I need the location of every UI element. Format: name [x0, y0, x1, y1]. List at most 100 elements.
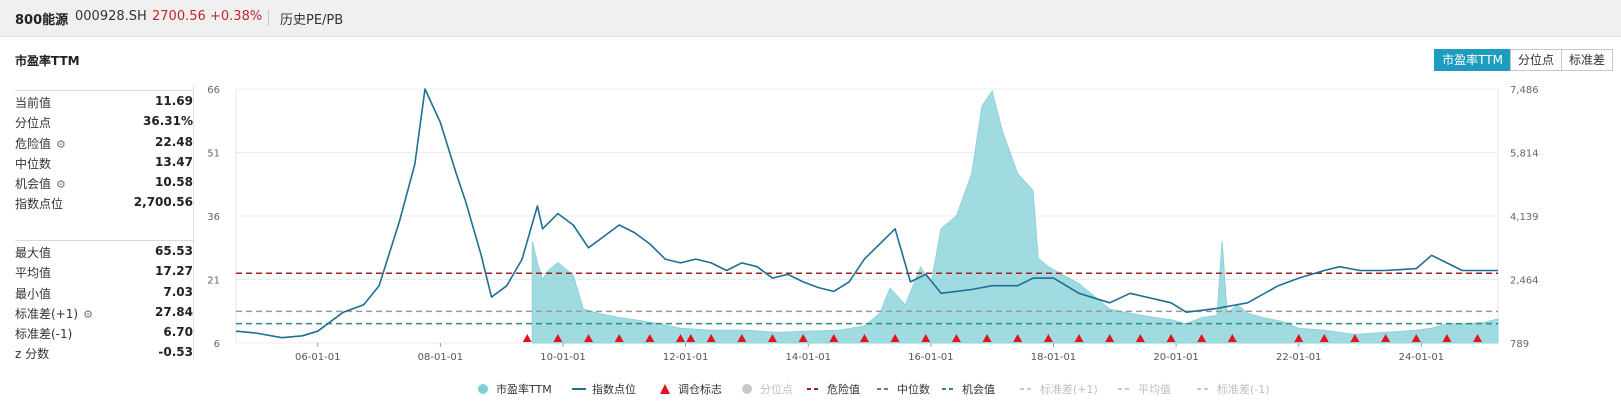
stat-value: -0.53: [158, 345, 193, 360]
legend-label: 指数点位: [592, 383, 636, 396]
rebalance-marker: [706, 334, 716, 342]
legend-item[interactable]: 机会值: [941, 381, 995, 397]
stats-secondary: 最大值 65.53 平均值 17.27 最小值 7.03 标准差(+1) ⚙ 27.84 标准差(…: [15, 240, 193, 363]
rebalance-marker: [676, 334, 686, 342]
legend-label: 机会值: [962, 383, 995, 396]
x-tick-label: 16-01-01: [908, 352, 953, 363]
rebalance-marker: [645, 334, 655, 342]
stat-row: 分位点 36.31%: [15, 111, 193, 131]
rebalance-marker: [829, 334, 839, 342]
y-right-tick-label: 4,139: [1510, 212, 1539, 223]
rebalance-marker: [1105, 334, 1115, 342]
stat-label: 标准差(-1): [15, 327, 73, 342]
index-code: 000928.SH: [75, 9, 147, 24]
rebalance-marker: [951, 334, 961, 342]
y-right-tick-label: 7,486: [1510, 85, 1539, 96]
x-tick-label: 10-01-01: [540, 352, 585, 363]
legend-item[interactable]: 指数点位: [571, 381, 636, 397]
rebalance-marker: [522, 334, 532, 342]
panel-title: 市盈率TTM: [15, 54, 80, 68]
y-left-tick-label: 6: [214, 339, 220, 350]
rebalance-marker: [1350, 334, 1360, 342]
legend-item[interactable]: 调仓标志: [657, 381, 722, 397]
legend-label: 调仓标志: [678, 383, 722, 396]
stat-row: 标准差(-1) 6.70: [15, 322, 193, 342]
y-left-tick-label: 21: [207, 276, 220, 287]
metric-toggle-group: 市盈率TTM 分位点 标准差: [1434, 49, 1613, 71]
rebalance-marker: [859, 334, 869, 342]
stat-value: 2,700.56: [133, 195, 193, 210]
legend-symbol-icon: [478, 384, 488, 394]
legend-item[interactable]: 标准差(+1): [1019, 381, 1098, 397]
x-tick-label: 22-01-01: [1276, 352, 1321, 363]
y-left-tick-label: 51: [207, 149, 220, 160]
index-line: [235, 88, 1498, 339]
stat-row: 最小值 7.03: [15, 282, 193, 302]
stat-row: 当前值 11.69: [15, 91, 193, 111]
legend-symbol-icon: [877, 388, 891, 390]
legend-item[interactable]: 标准差(-1): [1196, 381, 1270, 397]
rebalance-marker: [1227, 334, 1237, 342]
stat-row: 危险值 ⚙ 22.48: [15, 132, 193, 152]
legend-symbol-icon: [1118, 388, 1132, 390]
legend-symbol-icon: [572, 388, 586, 390]
rebalance-marker: [1294, 334, 1304, 342]
stat-value: 13.47: [155, 154, 193, 169]
tab-std-dev[interactable]: 标准差: [1560, 49, 1613, 71]
legend-label: 分位点: [760, 383, 793, 396]
stat-value: 27.84: [155, 304, 193, 319]
index-price: 2700.56: [152, 9, 206, 24]
legend-label: 标准差(-1): [1217, 383, 1270, 396]
pe-ttm-area: [531, 89, 1499, 344]
legend-item[interactable]: 中位数: [876, 381, 930, 397]
stat-row: 指数点位 2,700.56: [15, 192, 193, 212]
rebalance-marker: [1135, 334, 1145, 342]
gear-icon[interactable]: ⚙: [83, 307, 93, 321]
tab-pe-ttm[interactable]: 市盈率TTM: [1434, 49, 1511, 71]
stat-value: 65.53: [155, 244, 193, 258]
rebalance-marker: [553, 334, 563, 342]
stat-value: 7.03: [163, 284, 193, 299]
rebalance-marker: [1074, 334, 1084, 342]
rebalance-marker: [1013, 334, 1023, 342]
legend-symbol-icon: [807, 388, 821, 390]
stat-label: 中位数: [15, 156, 52, 171]
legend-symbol-icon: [1020, 388, 1034, 390]
stat-row: 中位数 13.47: [15, 152, 193, 172]
stat-row: 平均值 17.27: [15, 261, 193, 281]
stats-primary: 当前值 11.69 分位点 36.31% 危险值 ⚙ 22.48 中位数 13.47 机会值 ⚙ 10…: [15, 90, 193, 213]
y-right-tick-label: 5,814: [1510, 149, 1539, 160]
tab-percentile[interactable]: 分位点: [1509, 49, 1562, 71]
legend-label: 市盈率TTM: [496, 383, 552, 396]
pe-chart: 66 51 36 21 6 7,486 5,814 4,139 2,464 789 06-01-01…: [207, 85, 1539, 363]
legend-symbol-icon: [1197, 388, 1211, 390]
rebalance-marker: [767, 334, 777, 342]
legend-label: 标准差(+1): [1040, 383, 1098, 396]
rebalance-marker: [921, 334, 931, 342]
x-tick-label: 08-01-01: [418, 352, 463, 363]
rebalance-marker: [1442, 334, 1452, 342]
legend-item[interactable]: 分位点: [739, 381, 793, 397]
stat-label: 当前值: [15, 96, 52, 110]
stat-value: 17.27: [155, 264, 193, 279]
legend-item[interactable]: 危险值: [806, 381, 860, 397]
y-left-tick-label: 66: [207, 85, 220, 96]
stat-label: 指数点位: [15, 197, 64, 212]
gear-icon[interactable]: ⚙: [56, 178, 66, 192]
rebalance-marker: [890, 334, 900, 342]
stat-value: 6.70: [163, 325, 193, 340]
legend-symbol-icon: [942, 388, 956, 390]
x-tick-label: 06-01-01: [295, 352, 340, 363]
gear-icon[interactable]: ⚙: [56, 137, 66, 151]
x-tick-label: 14-01-01: [786, 352, 831, 363]
stat-value: 10.58: [155, 175, 193, 190]
index-change: +0.38%: [210, 9, 263, 24]
stat-row: 最大值 65.53: [15, 241, 193, 261]
x-tick-label: 20-01-01: [1153, 352, 1198, 363]
legend-item[interactable]: 平均值: [1117, 381, 1171, 397]
rebalance-marker: [1197, 334, 1207, 342]
stat-row: 机会值 ⚙ 10.58: [15, 172, 193, 192]
rebalance-marker: [1473, 334, 1483, 342]
legend-item[interactable]: 市盈率TTM: [475, 381, 552, 397]
rebalance-marker: [686, 334, 696, 342]
